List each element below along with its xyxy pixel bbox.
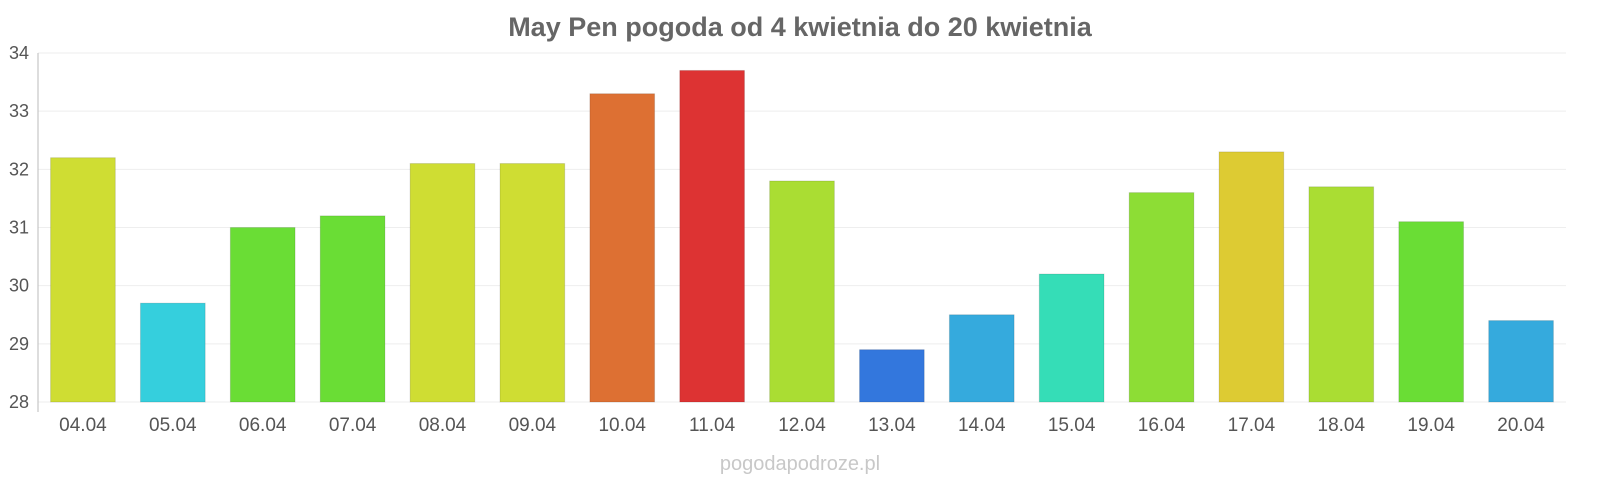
- bar-05.04: [139, 302, 206, 403]
- watermark: pogodapodroze.pl: [720, 453, 880, 475]
- x-tick-label: 06.04: [239, 415, 287, 436]
- x-tick-label: 04.04: [59, 415, 107, 436]
- y-tick-label: 33: [9, 101, 29, 121]
- x-tick-label: 11.04: [689, 415, 736, 436]
- x-tick-label: 10.04: [598, 415, 646, 436]
- bar-08.04: [409, 163, 476, 403]
- x-tick-label: 13.04: [868, 415, 916, 436]
- bar-07.04: [319, 215, 386, 403]
- x-tick-label: 15.04: [1048, 415, 1096, 436]
- x-tick-label: 05.04: [149, 415, 197, 436]
- bar-10.04: [589, 93, 656, 403]
- y-tick-label: 34: [9, 43, 29, 63]
- bar-12.04: [769, 180, 835, 403]
- bar-06.04: [229, 227, 296, 403]
- y-tick-label: 30: [9, 276, 29, 296]
- bar-04.04: [50, 157, 116, 403]
- bar-20.04: [1488, 320, 1554, 403]
- x-tick-label: 17.04: [1228, 415, 1276, 436]
- x-tick-label: 07.04: [329, 415, 377, 436]
- y-tick-label: 29: [9, 334, 29, 354]
- bar-09.04: [499, 163, 566, 403]
- y-tick-label: 28: [9, 392, 29, 412]
- bar-17.04: [1218, 151, 1285, 403]
- x-tick-label: 18.04: [1318, 415, 1366, 436]
- bar-19.04: [1398, 221, 1465, 403]
- y-axis: 28 29 30 31 32 33 34: [9, 43, 39, 412]
- bar-18.04: [1308, 186, 1375, 403]
- x-tick-label: 20.04: [1497, 415, 1545, 436]
- x-tick-label: 09.04: [509, 415, 557, 436]
- bars: [50, 69, 1554, 403]
- bar-15.04: [1038, 273, 1105, 403]
- x-tick-label: 12.04: [778, 415, 826, 436]
- chart-title: May Pen pogoda od 4 kwietnia do 20 kwiet…: [508, 12, 1093, 42]
- x-axis: 04.04 05.04 06.04 07.04 08.04 09.04 10.04 11.04…: [59, 415, 1545, 436]
- bar-11.04: [679, 69, 745, 403]
- x-tick-label: 19.04: [1407, 415, 1455, 436]
- x-tick-label: 16.04: [1138, 415, 1186, 436]
- x-tick-label: 08.04: [419, 415, 467, 436]
- bar-16.04: [1128, 192, 1195, 403]
- bar-13.04: [859, 349, 925, 403]
- bar-14.04: [948, 314, 1015, 403]
- y-tick-label: 32: [9, 159, 29, 179]
- y-tick-label: 31: [9, 218, 29, 238]
- x-tick-label: 14.04: [958, 415, 1006, 436]
